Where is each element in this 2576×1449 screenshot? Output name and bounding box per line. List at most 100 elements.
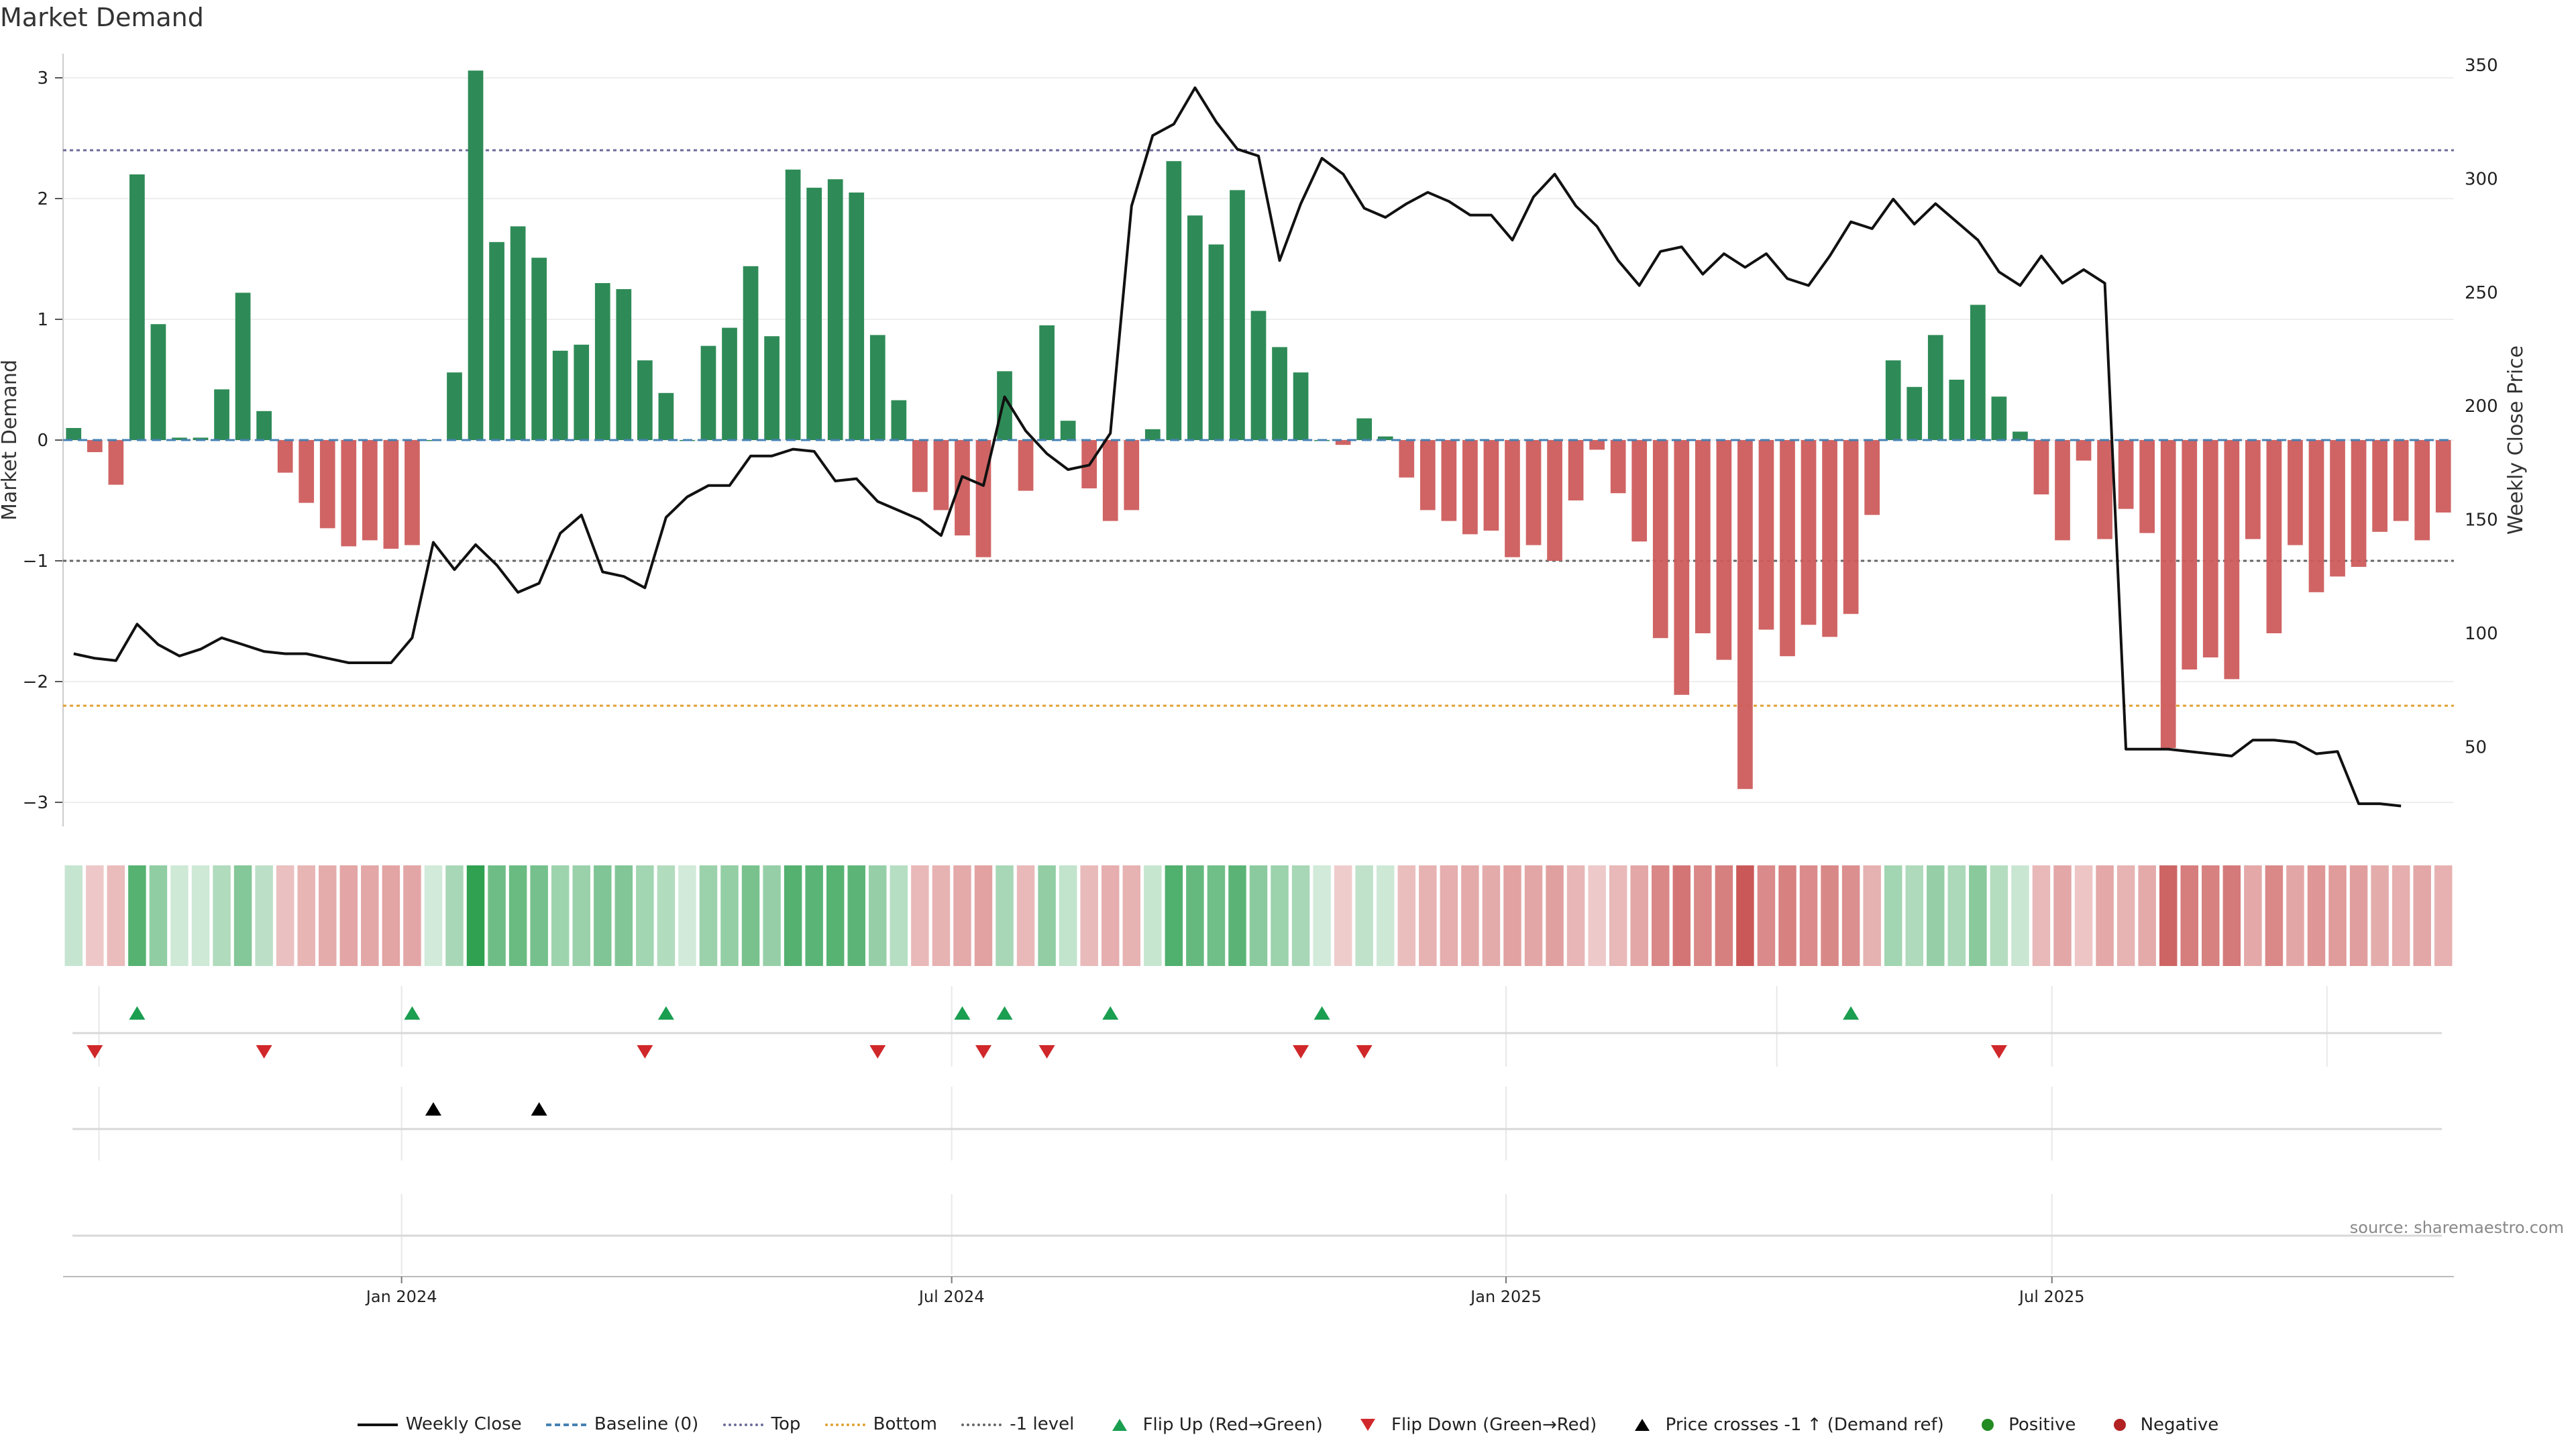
demand-bar xyxy=(2033,440,2049,494)
heat-cell xyxy=(2138,865,2156,966)
heat-cell xyxy=(1757,865,1776,966)
y2-tick-label: 150 xyxy=(2465,511,2498,531)
demand-bar xyxy=(1335,440,1351,445)
y-axis-label-right: Weekly Close Price xyxy=(2504,345,2528,535)
demand-bar xyxy=(214,389,229,440)
demand-bar xyxy=(1780,440,1795,657)
heat-cell xyxy=(2286,865,2304,966)
triangle-up-icon xyxy=(1112,1419,1127,1431)
demand-bar xyxy=(997,371,1012,440)
heat-cell xyxy=(1440,865,1458,966)
demand-bar xyxy=(1674,440,1690,695)
heat-cell xyxy=(191,865,210,966)
heat-cell xyxy=(2053,865,2072,966)
y2-tick-label: 100 xyxy=(2465,624,2498,644)
heat-cell xyxy=(636,865,654,966)
demand-bar xyxy=(1039,325,1055,440)
demand-bar xyxy=(1419,440,1436,511)
legend-negative: Negative xyxy=(2100,1415,2218,1435)
y-tick-label: −1 xyxy=(23,551,48,572)
demand-bar xyxy=(849,193,865,440)
demand-bar xyxy=(489,241,504,440)
flip-down-marker xyxy=(256,1045,272,1059)
demand-bar xyxy=(2055,440,2070,541)
y-tick-label: 1 xyxy=(37,310,48,330)
demand-bar xyxy=(2245,440,2261,539)
heat-cell xyxy=(2011,865,2029,966)
heat-cell xyxy=(1397,865,1416,966)
heat-cell xyxy=(233,865,252,966)
heat-cell xyxy=(826,865,845,966)
demand-bar xyxy=(2224,440,2240,680)
heat-cell xyxy=(869,865,887,966)
heat-cell xyxy=(276,865,294,966)
heat-cell xyxy=(1546,865,1564,966)
heat-cell xyxy=(1652,865,1670,966)
heat-cell xyxy=(2413,865,2431,966)
flip-down-marker xyxy=(1990,1045,2007,1059)
demand-bar xyxy=(1864,440,1880,515)
x-tick-label: Jul 2024 xyxy=(918,1287,985,1306)
demand-bar xyxy=(108,440,124,485)
heat-cell xyxy=(911,865,929,966)
y2-tick-label: 350 xyxy=(2465,56,2498,76)
y2-tick-label: 50 xyxy=(2465,737,2487,757)
weekly-close-line xyxy=(73,86,2402,808)
demand-bar xyxy=(616,289,632,440)
demand-bar xyxy=(2118,440,2134,509)
heat-cell xyxy=(382,865,400,966)
demand-bar xyxy=(2372,440,2387,532)
triangle-up-icon xyxy=(1634,1419,1650,1431)
flip-down-marker xyxy=(975,1045,991,1059)
flip-down-marker xyxy=(637,1045,653,1059)
demand-bar xyxy=(319,440,335,529)
heat-cell xyxy=(1905,865,1923,966)
heat-cell xyxy=(1038,865,1056,966)
heat-cell xyxy=(2328,865,2347,966)
heat-cell xyxy=(445,865,464,966)
heat-cell xyxy=(1799,865,1818,966)
demand-bar xyxy=(1547,440,1562,561)
demand-bar xyxy=(2351,440,2367,567)
demand-bar xyxy=(955,440,970,536)
heat-cell xyxy=(720,865,739,966)
demand-bar xyxy=(1801,440,1817,625)
demand-bar xyxy=(405,440,420,545)
demand-bar xyxy=(2288,440,2303,545)
heat-cell xyxy=(1271,865,1289,966)
demand-bar xyxy=(912,440,928,492)
demand-bar xyxy=(722,327,737,440)
heat-cell xyxy=(107,865,125,966)
demand-bar xyxy=(1885,360,1901,440)
heat-cell xyxy=(741,865,760,966)
demand-bar xyxy=(1250,311,1267,440)
flip-down-marker xyxy=(1038,1045,1055,1059)
demand-bar xyxy=(574,344,590,440)
flip-down-marker xyxy=(1293,1045,1309,1059)
demand-bar xyxy=(785,169,801,441)
heat-cell xyxy=(1291,865,1310,966)
heat-cell xyxy=(2074,865,2093,966)
demand-bar xyxy=(1187,215,1203,440)
legend-positive: Positive xyxy=(1968,1415,2076,1435)
demand-bar xyxy=(1144,429,1161,440)
source-note: source: sharemaestro.com xyxy=(2349,1218,2564,1237)
demand-bar xyxy=(531,258,547,440)
demand-bar xyxy=(129,174,145,440)
demand-bar xyxy=(1483,440,1499,531)
demand-bar xyxy=(1208,244,1224,440)
heat-cell xyxy=(805,865,823,966)
dot-icon xyxy=(2113,1419,2126,1431)
demand-bar xyxy=(1843,440,1859,614)
heat-cell xyxy=(2116,865,2135,966)
demand-bar xyxy=(1716,440,1732,660)
heat-cell xyxy=(1080,865,1098,966)
x-tick-label: Jan 2024 xyxy=(365,1287,437,1306)
flip-down-marker xyxy=(1356,1045,1373,1059)
heat-cell xyxy=(424,865,443,966)
demand-bar xyxy=(256,411,272,440)
heat-cell xyxy=(1715,865,1733,966)
demand-bar xyxy=(2182,440,2198,669)
heat-cell xyxy=(488,865,506,966)
